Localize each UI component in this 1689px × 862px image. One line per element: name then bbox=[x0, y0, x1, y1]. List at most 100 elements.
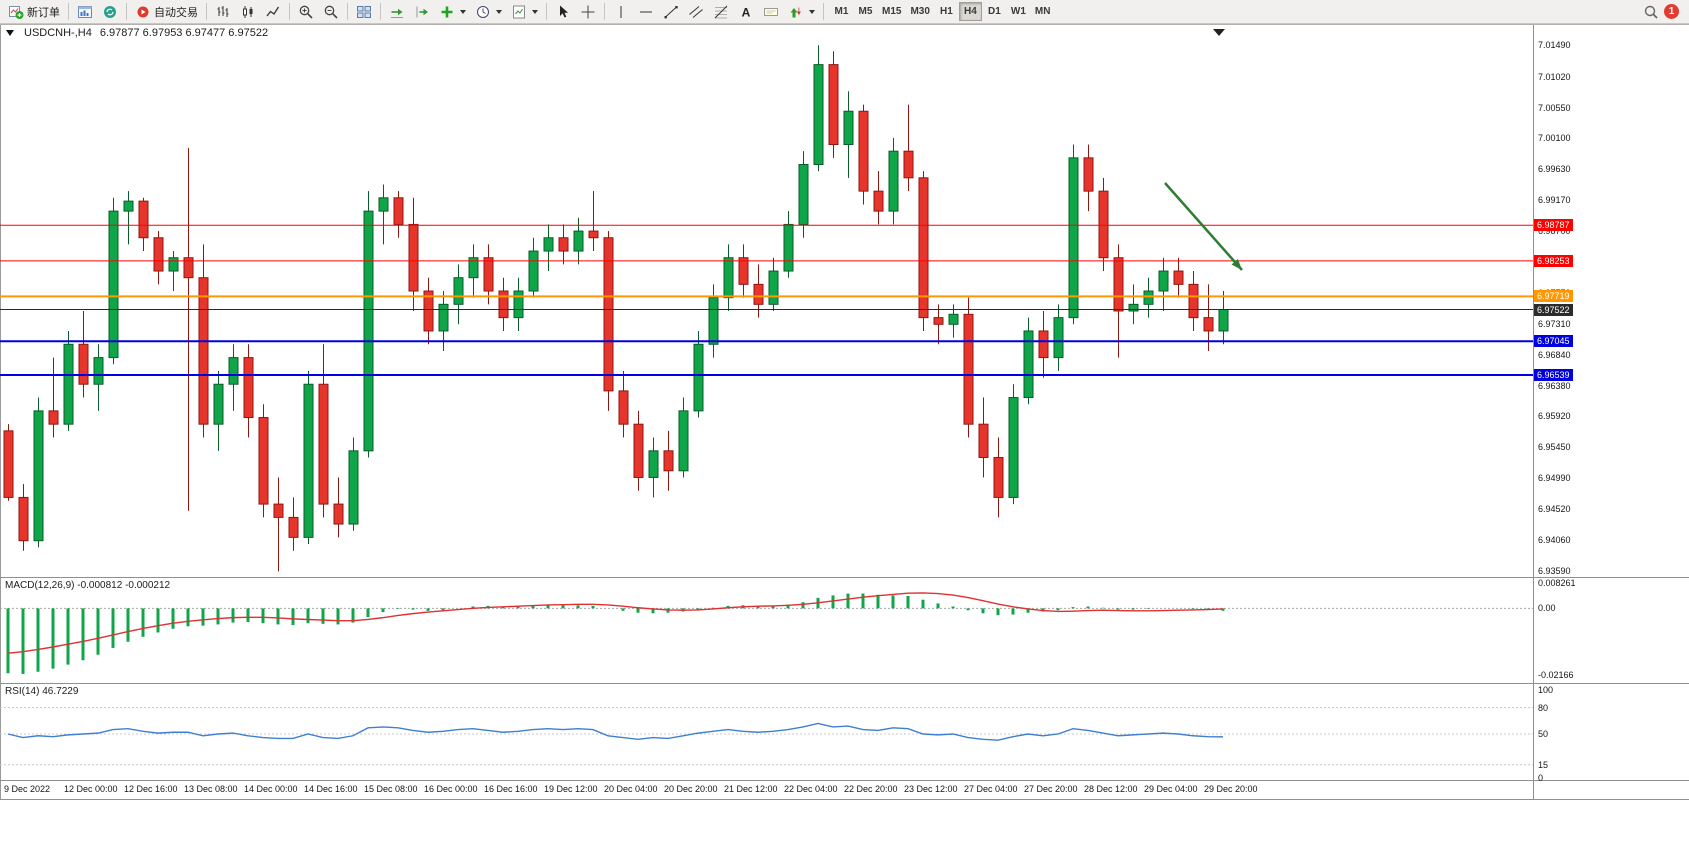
candle-body bbox=[693, 343, 704, 412]
candle-body bbox=[33, 410, 44, 542]
candle-body bbox=[198, 277, 209, 425]
channel-icon bbox=[689, 5, 703, 18]
vertical-line-button[interactable] bbox=[609, 1, 633, 22]
candle-body bbox=[873, 190, 884, 212]
crosshair-button[interactable] bbox=[576, 1, 600, 22]
timeframe-m30-button[interactable]: M30 bbox=[906, 2, 933, 21]
toolbar-separator bbox=[546, 3, 547, 20]
price-line-badge[interactable]: 6.97045 bbox=[1534, 335, 1573, 348]
price-line-badge[interactable]: 6.98253 bbox=[1534, 254, 1573, 267]
chart-title-line: USDCNH-,H4 6.97877 6.97953 6.97477 6.975… bbox=[6, 27, 268, 39]
candle-body bbox=[123, 200, 134, 212]
timeframe-d1-button[interactable]: D1 bbox=[983, 2, 1006, 21]
zoom-out-button[interactable] bbox=[319, 1, 343, 22]
market-watch-button[interactable] bbox=[98, 1, 122, 22]
candle-body bbox=[858, 110, 869, 192]
rsi-line bbox=[7, 722, 1224, 741]
trend-arrow[interactable] bbox=[1164, 182, 1243, 271]
price-line-badge[interactable]: 6.98787 bbox=[1534, 219, 1573, 232]
toolbar-separator bbox=[206, 3, 207, 20]
chart-shift-button[interactable] bbox=[410, 1, 434, 22]
auto-scroll-button[interactable] bbox=[385, 1, 409, 22]
timeframe-mn-button[interactable]: MN bbox=[1031, 2, 1055, 21]
shapes-button[interactable] bbox=[784, 1, 819, 22]
timeframe-m1-button[interactable]: M1 bbox=[830, 2, 853, 21]
time-axis-label: 20 Dec 20:00 bbox=[664, 784, 718, 794]
time-axis-label: 20 Dec 04:00 bbox=[604, 784, 658, 794]
candle-body bbox=[888, 150, 899, 212]
vertical-line-icon bbox=[620, 5, 622, 18]
line-chart-button[interactable] bbox=[261, 1, 285, 22]
candle-body bbox=[993, 456, 1004, 498]
dropdown-caret-icon bbox=[460, 9, 466, 14]
macd-signal-line bbox=[7, 592, 1224, 654]
horizontal-line-icon bbox=[640, 11, 652, 12]
chart-shift-marker[interactable] bbox=[1213, 29, 1225, 36]
time-axis-label: 22 Dec 04:00 bbox=[784, 784, 838, 794]
fibonacci-button[interactable] bbox=[709, 1, 733, 22]
periods-button[interactable] bbox=[471, 1, 506, 22]
time-axis-label: 14 Dec 00:00 bbox=[244, 784, 298, 794]
notification-badge[interactable]: 1 bbox=[1664, 4, 1679, 19]
template-icon bbox=[513, 5, 525, 18]
time-axis-label: 13 Dec 08:00 bbox=[184, 784, 238, 794]
oneclick-trading-expander-icon[interactable] bbox=[6, 30, 14, 36]
candle-body bbox=[363, 210, 374, 452]
chart-symbol-period: USDCNH-,H4 bbox=[24, 27, 92, 39]
candle-body bbox=[228, 357, 239, 385]
candle-body bbox=[3, 430, 14, 498]
time-axis-label: 29 Dec 20:00 bbox=[1204, 784, 1258, 794]
zoom-in-button[interactable] bbox=[294, 1, 318, 22]
indicators-button[interactable] bbox=[435, 1, 470, 22]
toolbar-separator bbox=[68, 3, 69, 20]
candle-body bbox=[258, 417, 269, 505]
timeframe-m5-button[interactable]: M5 bbox=[854, 2, 877, 21]
candle-body bbox=[828, 64, 839, 146]
candle-body bbox=[453, 277, 464, 305]
rsi-axis-label: 15 bbox=[1538, 759, 1549, 770]
tile-windows-button[interactable] bbox=[352, 1, 376, 22]
zoom-in-icon bbox=[299, 5, 313, 19]
text-label-button[interactable] bbox=[759, 1, 783, 22]
timeframe-h4-button[interactable]: H4 bbox=[958, 2, 982, 21]
candle-body bbox=[1158, 270, 1169, 292]
zoom-out-icon bbox=[324, 5, 338, 19]
candle-body bbox=[438, 303, 449, 332]
time-axis-label: 15 Dec 08:00 bbox=[364, 784, 418, 794]
arrows-shapes-icon bbox=[790, 7, 801, 17]
timeframe-h1-button[interactable]: H1 bbox=[935, 2, 958, 21]
price-line-badge[interactable]: 6.97719 bbox=[1534, 290, 1573, 303]
toolbar-separator bbox=[289, 3, 290, 20]
main-toolbar: 新订单 自动交易 bbox=[0, 0, 1689, 24]
horizontal-line-button[interactable] bbox=[634, 1, 658, 22]
bar-chart-button[interactable] bbox=[211, 1, 235, 22]
new-order-button[interactable]: 新订单 bbox=[4, 1, 64, 22]
price-line-badge[interactable]: 6.97522 bbox=[1534, 303, 1573, 316]
timeframe-w1-button[interactable]: W1 bbox=[1007, 2, 1030, 21]
candle-body bbox=[273, 503, 284, 518]
candle-body bbox=[1068, 157, 1079, 319]
trendline-button[interactable] bbox=[659, 1, 683, 22]
candle-body bbox=[753, 283, 764, 305]
macd-axis-label: -0.02166 bbox=[1538, 670, 1574, 681]
candle-body bbox=[1083, 157, 1094, 192]
candlestick-button[interactable] bbox=[236, 1, 260, 22]
line-chart-icon bbox=[266, 6, 280, 16]
templates-button[interactable] bbox=[507, 1, 542, 22]
market-watch-icon bbox=[104, 5, 116, 18]
text-tool-button[interactable]: A bbox=[734, 1, 758, 22]
trend-arrow-head[interactable] bbox=[1231, 258, 1242, 270]
price-line-badge[interactable]: 6.96539 bbox=[1534, 368, 1573, 381]
auto-trading-button[interactable]: 自动交易 bbox=[131, 1, 202, 22]
price-axis-label: 6.99630 bbox=[1538, 164, 1571, 175]
search-button[interactable] bbox=[1639, 1, 1663, 22]
price-axis-label: 6.94520 bbox=[1538, 504, 1571, 515]
candle-body bbox=[498, 290, 509, 319]
channel-button[interactable] bbox=[684, 1, 708, 22]
cursor-button[interactable] bbox=[551, 1, 575, 22]
charts-window-button[interactable] bbox=[73, 1, 97, 22]
candle-body bbox=[678, 410, 689, 472]
timeframe-m15-button[interactable]: M15 bbox=[878, 2, 905, 21]
candle-body bbox=[153, 237, 164, 272]
